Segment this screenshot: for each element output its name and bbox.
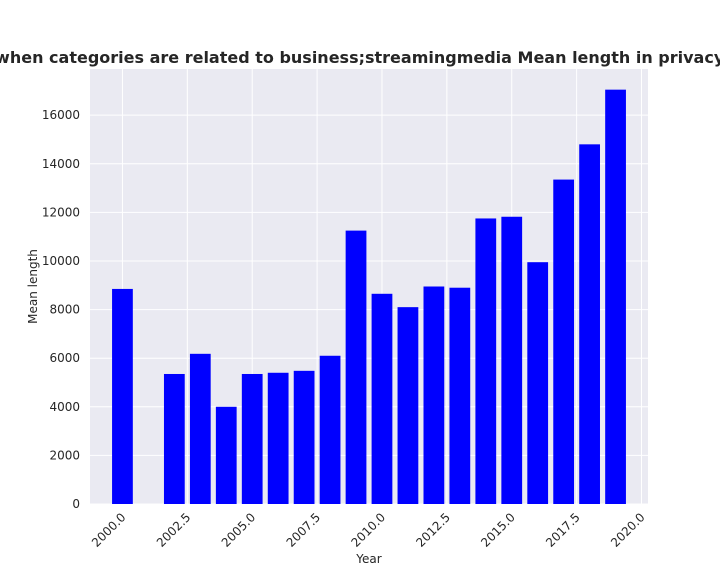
- x-axis-ticks: 2000.0 2002.5 2005.0 2007.5 2010.0 2012.5 2015…: [89, 510, 648, 550]
- bar: [293, 370, 315, 504]
- y-tick-label: 0: [72, 497, 80, 511]
- bar: [423, 286, 445, 504]
- bar: [345, 230, 367, 504]
- bar: [501, 216, 523, 504]
- bar: [527, 262, 549, 504]
- bar: [397, 307, 419, 504]
- bar: [579, 144, 600, 504]
- y-tick-label: 12000: [42, 205, 80, 219]
- y-axis-label: Mean length: [26, 249, 40, 324]
- y-tick-label: 16000: [42, 108, 80, 122]
- bar: [371, 293, 393, 504]
- x-tick-label: 2002.5: [154, 510, 194, 550]
- y-tick-label: 6000: [49, 351, 80, 365]
- x-tick-label: 2007.5: [284, 510, 324, 550]
- y-axis-ticks: 0 2000 4000 6000 8000 10000 12000 14000 16000: [42, 108, 80, 511]
- bar: [189, 353, 211, 504]
- x-tick-label: 2012.5: [413, 510, 453, 550]
- bar: [112, 288, 133, 504]
- x-tick-label: 2010.0: [349, 510, 389, 550]
- bar: [267, 372, 289, 504]
- bar: [449, 287, 471, 504]
- x-tick-label: 2015.0: [478, 510, 518, 550]
- y-tick-label: 8000: [49, 303, 80, 317]
- bar: [241, 373, 263, 504]
- bar: [553, 179, 575, 504]
- x-tick-label: 2020.0: [608, 510, 648, 550]
- bars: [112, 89, 626, 504]
- y-tick-label: 10000: [42, 254, 80, 268]
- bar: [163, 373, 185, 504]
- y-tick-label: 14000: [42, 157, 80, 171]
- bar: [605, 89, 626, 504]
- x-tick-label: 2005.0: [219, 510, 259, 550]
- chart-title: Mean length when categories are related …: [0, 48, 720, 67]
- bar: [475, 218, 497, 504]
- y-tick-label: 2000: [49, 448, 80, 462]
- x-tick-label: 2000.0: [89, 510, 129, 550]
- x-tick-label: 2017.5: [543, 510, 583, 550]
- bar: [215, 406, 237, 504]
- x-axis-label: Year: [355, 552, 381, 566]
- y-tick-label: 4000: [49, 400, 80, 414]
- bar: [319, 355, 341, 504]
